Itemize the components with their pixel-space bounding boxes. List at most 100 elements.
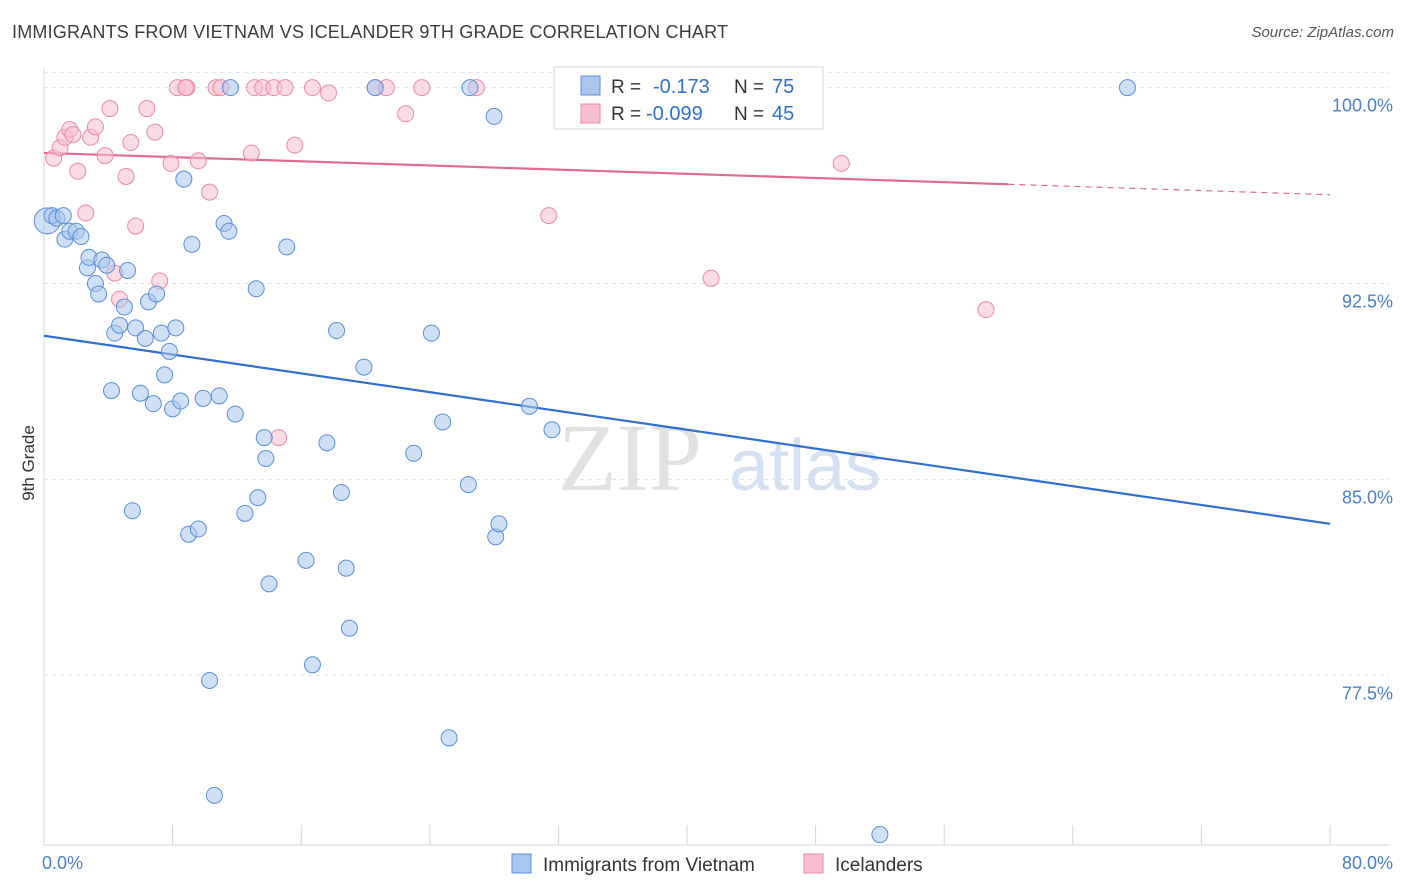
chart-title: IMMIGRANTS FROM VIETNAM VS ICELANDER 9TH… <box>12 22 729 42</box>
icelanders-point <box>540 207 558 225</box>
icelanders-point <box>832 154 850 172</box>
icelanders-point <box>176 79 194 97</box>
source-label: Source: ZipAtlas.com <box>1251 24 1394 41</box>
tick-labels: 100.0% 92.5% 85.0% 77.5% 0.0% 80.0% <box>42 96 1393 873</box>
icelanders-point <box>69 162 87 180</box>
icelanders-point <box>117 167 135 185</box>
vietnam-point <box>54 207 72 225</box>
vietnam-point <box>255 429 273 447</box>
icelanders-point <box>320 84 338 102</box>
legend-r-value-pink: -0.099 <box>646 103 703 125</box>
legend-r-value-blue: -0.173 <box>653 76 710 98</box>
y-axis-label: 9th Grade <box>19 425 38 501</box>
icelanders-point <box>77 204 95 222</box>
icelanders-point <box>397 105 415 123</box>
vietnam-point <box>72 228 90 246</box>
vietnam-point <box>328 322 346 340</box>
legend-n-value-pink: 45 <box>772 103 794 125</box>
icelanders-point <box>146 123 164 141</box>
icelanders-point <box>96 147 114 165</box>
trend-line-icelanders-dashed <box>1008 183 1331 196</box>
vietnam-point <box>260 575 278 593</box>
icelanders-point <box>101 100 119 118</box>
trend-line-vietnam <box>43 334 1331 525</box>
vietnam-point <box>201 671 219 689</box>
vietnam-point <box>136 329 154 347</box>
vietnam-point <box>115 298 133 316</box>
vietnam-point <box>459 476 477 494</box>
series-legend: Immigrants from Vietnam Icelanders <box>511 853 923 876</box>
icelanders-point <box>242 144 260 162</box>
legend-n-label-pink: N = <box>734 104 764 125</box>
vietnam-point <box>366 79 384 97</box>
watermark-atlas: atlas <box>729 426 881 506</box>
vietnam-point <box>127 319 145 337</box>
vietnam-point <box>148 285 166 303</box>
bottom-legend-swatch-pink <box>803 853 824 874</box>
icelanders-point <box>64 126 82 144</box>
vietnam-point <box>123 502 141 520</box>
icelanders-point <box>127 217 145 235</box>
watermark-zip: ZIP <box>558 404 702 511</box>
vietnam-point <box>144 395 162 413</box>
vietnam-point <box>485 107 503 125</box>
vietnam-point <box>90 285 108 303</box>
x-tick-label: 0.0% <box>42 853 83 873</box>
y-tick-label: 92.5% <box>1342 292 1393 312</box>
legend-r-label-pink: R = <box>611 104 641 125</box>
vietnam-point <box>422 324 440 342</box>
vietnam-point <box>98 256 116 274</box>
vietnam-point <box>194 389 212 407</box>
vietnam-point <box>337 559 355 577</box>
vietnam-point <box>103 382 121 400</box>
vietnam-point <box>520 397 538 415</box>
vietnam-point <box>205 786 223 804</box>
vietnam-point <box>247 280 265 298</box>
bottom-legend-swatch-blue <box>511 853 532 874</box>
vietnam-point <box>340 619 358 637</box>
y-tick-label: 100.0% <box>1332 96 1393 116</box>
vietnam-point <box>461 79 479 97</box>
legend-n-label-blue: N = <box>734 77 764 98</box>
vietnam-point <box>183 235 201 253</box>
vietnam-point <box>278 238 296 256</box>
bottom-legend-label-pink: Icelanders <box>835 855 923 876</box>
vietnam-point <box>490 515 508 533</box>
vietnam-point <box>167 319 185 337</box>
icelanders-point <box>86 118 104 136</box>
vietnam-point <box>405 444 423 462</box>
vietnam-point <box>156 366 174 384</box>
vietnam-point <box>189 520 207 538</box>
vietnam-point <box>119 261 137 279</box>
vietnam-point <box>434 413 452 431</box>
legend-n-value-blue: 75 <box>772 76 794 98</box>
stats-legend: R = -0.173 N = 75 R = -0.099 N = 45 <box>553 66 824 130</box>
vietnam-points <box>33 76 1136 844</box>
vietnam-point <box>543 421 561 439</box>
icelanders-points <box>45 79 995 447</box>
icelanders-point <box>286 136 304 154</box>
icelanders-point <box>977 301 995 319</box>
vietnam-point <box>257 450 275 467</box>
icelanders-point <box>702 269 720 287</box>
icelanders-point <box>122 134 140 152</box>
vietnam-point <box>236 504 254 522</box>
icelanders-point <box>276 79 294 97</box>
gridlines <box>44 72 1390 676</box>
bottom-legend-label-blue: Immigrants from Vietnam <box>543 855 755 876</box>
vietnam-point <box>131 384 149 402</box>
icelanders-point <box>162 154 180 172</box>
vietnam-point <box>249 489 267 507</box>
icelanders-point <box>413 79 431 97</box>
vietnam-point <box>332 483 350 501</box>
vietnam-point <box>175 170 193 188</box>
vietnam-point <box>160 342 178 360</box>
vietnam-point <box>440 729 458 747</box>
y-tick-label: 77.5% <box>1342 683 1393 703</box>
x-tick-label: 80.0% <box>1342 853 1393 873</box>
vietnam-point <box>220 222 238 240</box>
vietnam-point <box>111 316 129 334</box>
icelanders-point <box>189 152 207 170</box>
vietnam-point <box>221 79 239 97</box>
